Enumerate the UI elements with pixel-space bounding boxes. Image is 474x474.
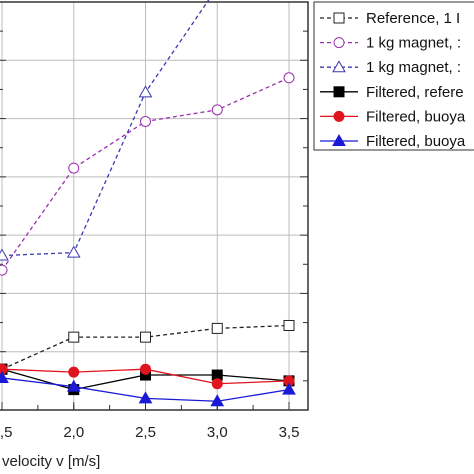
series-6-point xyxy=(0,370,9,383)
series-5-point xyxy=(211,378,223,390)
series-5-point xyxy=(140,363,151,375)
x-tick-label: 2,0 xyxy=(63,424,84,441)
legend-marker xyxy=(333,37,345,49)
series-3-point xyxy=(0,248,9,261)
legend-label: Filtered, buoya xyxy=(366,133,466,150)
series-3-point xyxy=(66,245,81,258)
series-6-point xyxy=(282,382,296,395)
series-layer xyxy=(0,0,296,407)
legend: Reference, 1 I 1 kg magnet, : 1 kg magnet,… xyxy=(313,1,474,151)
series-1-point xyxy=(140,331,151,343)
series-1-point xyxy=(68,331,80,343)
legend-marker xyxy=(332,133,346,146)
series-2-point xyxy=(283,72,295,84)
legend-entry: 1 kg magnet, : xyxy=(320,59,461,76)
series-6 xyxy=(0,370,296,407)
legend-entry: Filtered, refere xyxy=(320,84,464,101)
series-1-point xyxy=(211,322,223,334)
series-2-point xyxy=(0,264,8,276)
x-axis-title: velocity v [m/s] xyxy=(2,453,100,470)
legend-label: Filtered, buoya xyxy=(366,108,466,125)
legend-label: Reference, 1 I xyxy=(366,10,460,27)
legend-entry: 1 kg magnet, : xyxy=(320,35,461,52)
x-tick-label: 3,5 xyxy=(279,424,300,441)
legend-marker xyxy=(333,12,345,24)
legend-label: 1 kg magnet, : xyxy=(366,59,461,76)
x-tick-label: 2,5 xyxy=(135,424,156,441)
series-5 xyxy=(0,363,295,390)
series-6-point xyxy=(210,394,225,407)
legend-label: 1 kg magnet, : xyxy=(366,35,461,52)
series-2-point xyxy=(140,115,151,127)
series-6-point xyxy=(138,391,153,404)
x-tick-label: 3,0 xyxy=(207,424,228,441)
series-2-point xyxy=(211,104,223,116)
legend-entry: Reference, 1 I xyxy=(320,10,460,27)
grid-lines xyxy=(0,2,308,410)
series-6-point xyxy=(66,379,81,392)
x-tick-label: 1,5 xyxy=(0,424,12,441)
legend-marker xyxy=(332,60,346,73)
series-1-point xyxy=(283,319,295,331)
legend-marker xyxy=(333,110,345,122)
legend-entry: Filtered, buoya xyxy=(320,108,466,125)
series-3-point xyxy=(138,85,153,98)
series-5-point xyxy=(68,366,80,378)
x-tick-labels: 1,5 2,0 2,5 3,0 3,5 xyxy=(0,424,299,441)
legend-box xyxy=(313,1,474,151)
series-3 xyxy=(0,0,210,261)
legend-entry: Filtered, buoya xyxy=(320,133,466,150)
axis-ticks xyxy=(0,1,308,411)
plot-frame xyxy=(0,1,309,411)
series-2-point xyxy=(68,162,80,174)
legend-label: Filtered, refere xyxy=(366,84,464,101)
legend-marker xyxy=(333,86,345,98)
series-2 xyxy=(0,72,295,276)
